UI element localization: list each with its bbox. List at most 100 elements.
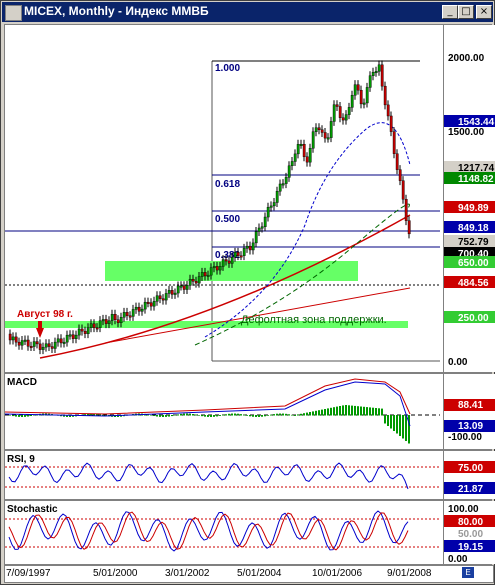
candle-body	[407, 220, 411, 235]
macd-bar	[30, 415, 32, 417]
macd-bar	[66, 415, 68, 417]
candle-body	[305, 156, 309, 163]
macd-bar	[312, 411, 314, 416]
corner-button[interactable]: E	[462, 567, 474, 578]
macd-bar	[213, 415, 215, 417]
close-button[interactable]: ×	[476, 5, 492, 19]
support-zone-650	[105, 261, 358, 281]
macd-bar	[168, 415, 170, 417]
macd-chart: MACD	[5, 377, 440, 444]
date-tick-5: 9/01/2008	[387, 568, 432, 579]
macd-label: MACD	[7, 377, 37, 388]
candle-body	[158, 295, 162, 299]
macd-bar	[234, 413, 236, 416]
price-panel[interactable]: 1.000 0.618 0.500 0.382 Август 98 г. Деф…	[4, 24, 495, 373]
macd-bar	[393, 415, 395, 431]
price-tag-4: 849.18	[458, 223, 489, 234]
candle-body	[236, 252, 240, 256]
candle-body	[62, 341, 66, 344]
price-tag-0: 1543.44	[458, 117, 495, 128]
candle-body	[194, 281, 198, 284]
fib-label-618: 0.618	[215, 179, 240, 190]
macd-bar	[273, 414, 275, 416]
macd-tick: -100.00	[448, 432, 482, 443]
candle-body	[218, 266, 222, 271]
candle-body	[365, 87, 369, 104]
stochastic-chart: Stochastic	[5, 504, 440, 552]
macd-bar	[267, 415, 269, 416]
candle-body	[215, 266, 219, 271]
macd-bar	[69, 415, 71, 417]
macd-bar	[183, 413, 185, 416]
macd-bar	[261, 415, 263, 417]
stochastic-axis: 100.00 80.00 50.00 19.15 0.00	[443, 501, 495, 564]
candle-body	[8, 333, 12, 341]
price-tag-7: 650.00	[458, 258, 489, 269]
date-axis: 7/09/1997 5/01/2000 3/01/2002 5/01/2004 …	[4, 565, 494, 583]
macd-bar	[306, 412, 308, 416]
candle-body	[197, 276, 201, 284]
candle-body	[389, 115, 393, 132]
candle-body	[230, 257, 234, 264]
macd-bar	[159, 415, 161, 417]
candle-body	[11, 336, 15, 341]
candle-body	[200, 272, 204, 277]
macd-bar	[84, 414, 86, 416]
macd-bar	[270, 414, 272, 416]
candle-body	[392, 131, 396, 154]
candle-body	[257, 227, 261, 232]
macd-bar	[288, 414, 290, 416]
macd-bar	[177, 414, 179, 416]
stoch-d-line	[8, 511, 409, 551]
macd-bar	[156, 415, 158, 417]
rsi-panel[interactable]: RSI, 9 75.00 21.87	[4, 450, 495, 500]
macd-bar	[276, 413, 278, 416]
macd-bar	[327, 408, 329, 416]
macd-bar	[255, 415, 257, 417]
macd-bar	[249, 415, 251, 417]
macd-signal-line	[5, 381, 411, 427]
candle-body	[221, 259, 225, 267]
macd-bar	[174, 414, 176, 416]
candle-body	[314, 127, 318, 132]
macd-bar	[195, 414, 197, 416]
macd-bar	[282, 413, 284, 416]
macd-panel[interactable]: MACD 88.41 13.09 -100.00	[4, 373, 495, 450]
candle-body	[359, 89, 363, 105]
candle-body	[164, 293, 168, 301]
candle-body	[209, 267, 213, 276]
candle-body	[101, 319, 105, 322]
maximize-button[interactable]: □	[458, 5, 474, 19]
macd-histogram	[9, 405, 410, 444]
macd-bar	[291, 414, 293, 416]
candle-body	[308, 148, 312, 163]
candle-body	[374, 71, 378, 74]
macd-bar	[231, 413, 233, 416]
arrow-down-icon	[36, 328, 44, 338]
stochastic-panel[interactable]: Stochastic 100.00 80.00 50.00 19.15 0.00	[4, 500, 495, 565]
minimize-button[interactable]: _	[442, 5, 458, 19]
candle-body	[137, 306, 141, 312]
candle-body	[239, 255, 243, 258]
macd-tag-1: 13.09	[458, 421, 483, 432]
macd-bar	[405, 415, 407, 441]
candle-body	[47, 343, 51, 347]
macd-bar	[207, 415, 209, 417]
candle-body	[83, 330, 87, 334]
candle-body	[260, 226, 264, 229]
candle-body	[284, 177, 288, 184]
macd-tag-0: 88.41	[458, 400, 483, 411]
macd-bar	[96, 413, 98, 416]
candle-body	[293, 153, 297, 162]
candle-body	[203, 272, 207, 277]
title-bar[interactable]: MICEX, Monthly - Индекс ММВБ _ □ ×	[2, 2, 493, 22]
candle-body	[401, 180, 405, 200]
fib-label-382: 0.382	[215, 250, 240, 261]
macd-bar	[147, 414, 149, 416]
candle-body	[242, 248, 246, 256]
price-tag-6: 700.40	[458, 249, 489, 260]
macd-bar	[171, 415, 173, 417]
macd-bar	[33, 414, 35, 416]
candle-body	[224, 259, 228, 262]
macd-bar	[402, 415, 404, 439]
